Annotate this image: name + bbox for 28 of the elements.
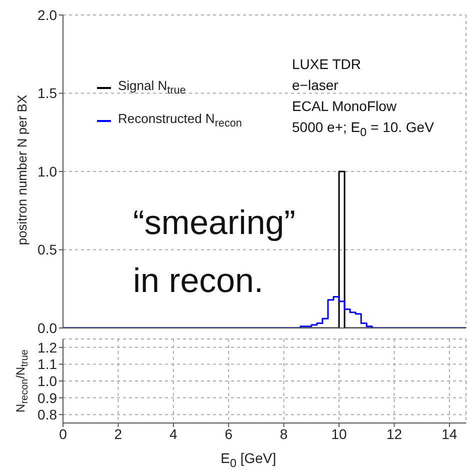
y-tick-label: 0.9 (38, 390, 58, 406)
y-tick-label: 1.1 (38, 356, 58, 372)
x-tick-label: 4 (170, 426, 178, 442)
annotation: in recon. (133, 262, 264, 300)
y-tick-label: 1.5 (38, 85, 58, 102)
annotation: e−laser (292, 77, 338, 94)
x-tick-label: 2 (114, 426, 122, 442)
legend-label: Signal N$_{true}$ (118, 77, 186, 99)
x-axis-title: E$_{0}$ [GeV] (220, 450, 276, 469)
x-tick-label: 10 (331, 426, 348, 442)
legend-label: Reconstructed N$_{recon}$ (118, 110, 242, 132)
x-tick-label: 6 (224, 426, 233, 442)
y-tick-label: 2.0 (38, 6, 58, 23)
x-tick-label: 14 (442, 426, 458, 442)
y-tick-label: 1.0 (38, 372, 58, 389)
x-tick-label: 0 (59, 426, 68, 442)
x-tick-label: 8 (280, 426, 288, 442)
y-tick-label: 1.2 (38, 339, 58, 356)
y-tick-label: 1.0 (38, 163, 58, 180)
annotation: “smearing” (133, 204, 296, 242)
x-tick-label: 12 (386, 426, 402, 442)
y-tick-label: 0.8 (38, 406, 58, 423)
annotation: 5000 e+; E$_{0}$ = 10. GeV (292, 119, 434, 140)
y-tick-label: 0.5 (38, 242, 58, 258)
annotation: LUXE TDR (292, 56, 361, 72)
y-tick-label: 0.0 (38, 320, 58, 336)
y-axis-title: positron number N per BX (14, 94, 30, 246)
annotation: ECAL MonoFlow (292, 98, 397, 114)
